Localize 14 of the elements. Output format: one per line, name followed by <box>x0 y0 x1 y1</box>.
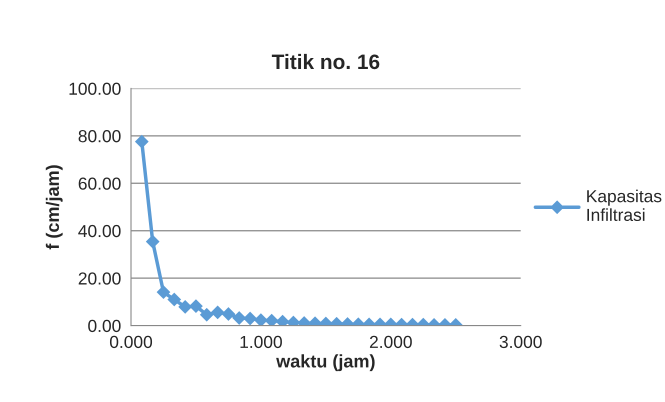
x-tick-label: 1.000 <box>240 336 282 348</box>
chart-title: Titik no. 16 <box>272 54 380 70</box>
y-tick-label: 100.00 <box>70 82 121 95</box>
x-tick-label: 3.000 <box>500 336 542 348</box>
y-tick-label: 80.00 <box>78 130 121 142</box>
x-tick-label: 2.000 <box>370 336 412 348</box>
y-axis-title: f (cm/jam) <box>46 165 63 250</box>
y-tick-label: 40.00 <box>78 224 121 238</box>
y-tick-label: 60.00 <box>78 177 121 190</box>
legend-label: Kapasitas Infiltrasi <box>587 190 662 222</box>
y-tick-label: 20.00 <box>78 272 121 285</box>
x-axis-title: waktu (jam) <box>276 354 375 372</box>
y-tick-label: 0.00 <box>88 320 121 332</box>
x-tick-label: 0.000 <box>110 336 152 348</box>
